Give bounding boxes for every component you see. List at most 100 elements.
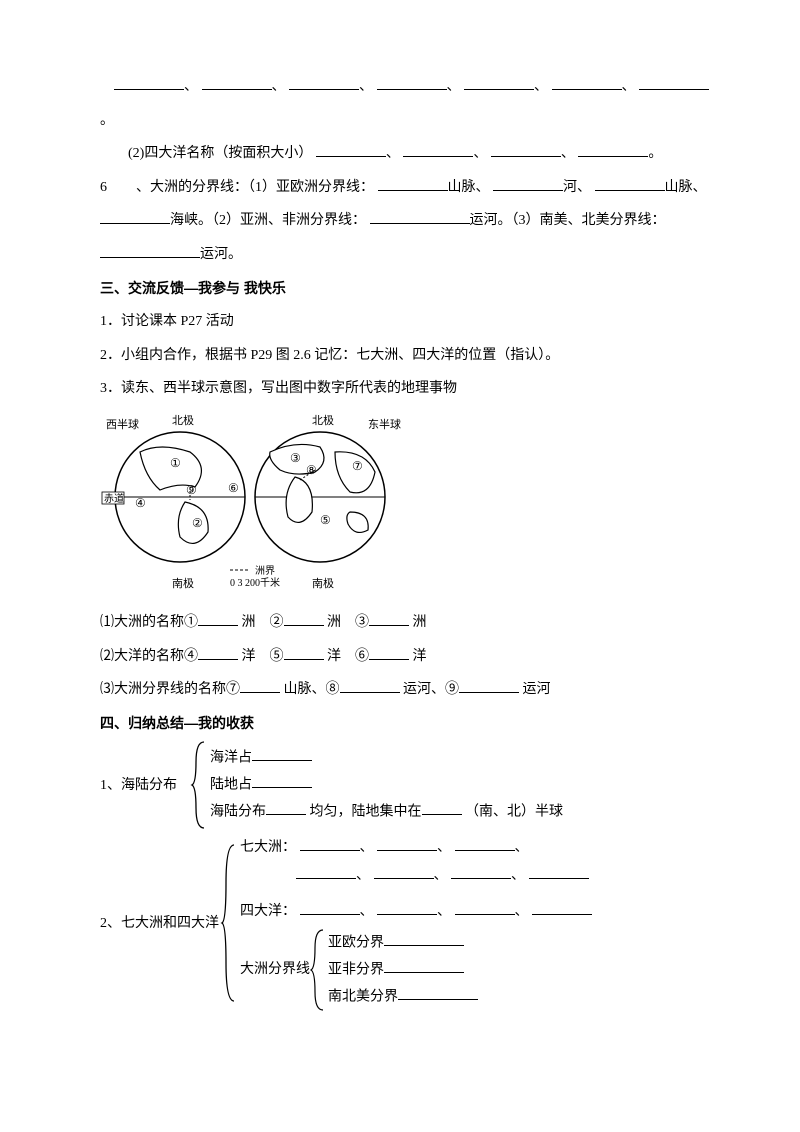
svg-text:⑨: ⑨ [186,483,197,497]
blank[interactable] [384,957,464,973]
text: 亚非分界 [328,962,384,977]
text: 海洋占 [210,750,252,765]
text: 南北美分界 [328,989,398,1004]
svg-text:⑥: ⑥ [228,481,239,495]
svg-text:③: ③ [290,451,301,465]
section3-line1: 1．讨论课本 P27 活动 [100,305,715,339]
oceans-line: (2)四大洋名称（按面积大小） 、 、 、 。 [100,137,715,171]
text: ⑶大洲分界线的名称⑦ [100,682,240,697]
blank[interactable] [369,610,409,626]
label-equator: 赤道 [104,492,124,505]
blank[interactable] [240,677,280,693]
text: 山脉、 [448,180,490,195]
text: 6 [100,180,107,195]
blank[interactable] [198,643,238,659]
text: 洋 ⑤ [242,649,284,664]
brace-icon [310,928,328,1012]
blank[interactable] [266,799,306,815]
label-south: 南极 [172,576,194,590]
blank[interactable] [114,74,184,90]
text: 海峡。（2）亚洲、非洲分界线： [170,213,366,228]
text: 。 [100,113,114,128]
blank[interactable] [252,772,312,788]
boundaries-paragraph: 6 、大洲的分界线：（1）亚欧洲分界线： 山脉、 河、 山脉、 海峡。（2）亚洲… [100,171,715,272]
text: 山脉、 [665,180,707,195]
label-east: 东半球 [368,417,401,431]
svg-text:①: ① [170,456,181,470]
top-blanks-line: 、 、 、 、 、 、 。 [100,70,715,137]
blank[interactable] [300,899,360,915]
blank[interactable] [378,174,448,190]
blank[interactable] [422,799,462,815]
blank[interactable] [451,863,511,879]
blank[interactable] [316,141,386,157]
blank[interactable] [252,745,312,761]
svg-text:洲界: 洲界 [255,565,275,577]
text: 陆地占 [210,777,252,792]
blank[interactable] [284,643,324,659]
text: 、大洲的分界线：（1）亚欧洲分界线： [136,180,374,195]
blank[interactable] [284,610,324,626]
text: 运河 [523,682,551,697]
blank[interactable] [532,899,592,915]
blank[interactable] [398,984,478,1000]
q3-line: ⑶大洲分界线的名称⑦ 山脉、⑧ 运河、⑨ 运河 [100,673,715,707]
blank[interactable] [202,74,272,90]
blank[interactable] [529,863,589,879]
q2-line: ⑵大洋的名称④ 洋 ⑤ 洋 ⑥ 洋 [100,640,715,674]
blank[interactable] [491,141,561,157]
blank[interactable] [370,208,470,224]
text: 山脉、⑧ [284,682,340,697]
blank[interactable] [639,74,709,90]
section3-line2: 2．小组内合作，根据书 P29 图 2.6 记忆：七大洲、四大洋的位置（指认）。 [100,339,715,373]
label-west: 西半球 [106,417,139,431]
blank[interactable] [578,141,648,157]
blank[interactable] [198,610,238,626]
text: 四大洋： [240,904,296,919]
text: 洋 ⑥ [327,649,369,664]
blank[interactable] [100,242,200,258]
text: 均匀，陆地集中在 [310,804,422,819]
text: 洲 ② [242,615,284,630]
blank[interactable] [340,677,400,693]
summary-item1: 1、海陆分布 海洋占 陆地占 海陆分布 均匀，陆地集中在 （南、北）半球 [100,740,715,830]
blank[interactable] [100,208,170,224]
blank[interactable] [455,835,515,851]
blank[interactable] [289,74,359,90]
svg-text:⑧: ⑧ [306,463,317,477]
blank[interactable] [300,835,360,851]
blank[interactable] [377,899,437,915]
label: 2、七大洲和四大洋 [100,907,220,941]
blank[interactable] [296,863,356,879]
hemisphere-map: 西半球 东半球 北极 北极 南极 南极 赤道 ① ② ③ ④ ⑤ ⑥ ⑦ ⑧ ⑨… [100,412,715,602]
blank[interactable] [552,74,622,90]
text: ⑵大洋的名称④ [100,649,198,664]
blank[interactable] [455,899,515,915]
text: 河、 [563,180,591,195]
blank[interactable] [403,141,473,157]
label: 1、海陆分布 [100,769,190,803]
summary-item2: 2、七大洲和四大洋 七大洲： 、 、 、 、 、 、 四大洋： 、 、 、 大洲… [100,834,715,1012]
blank[interactable] [595,174,665,190]
text: 洲 [413,615,427,630]
q1-line: ⑴大洲的名称① 洲 ② 洲 ③ 洲 [100,606,715,640]
label-south2: 南极 [312,576,334,590]
blank[interactable] [493,174,563,190]
brace-icon [190,740,210,830]
blank[interactable] [464,74,534,90]
text: 海陆分布 [210,804,266,819]
blank[interactable] [459,677,519,693]
text: 。 [648,146,662,161]
blank[interactable] [374,863,434,879]
text: (2)四大洋名称（按面积大小） [128,146,312,161]
text: （南、北）半球 [465,804,563,819]
section4-title: 四、归纳总结—我的收获 [100,707,715,741]
label-north: 北极 [172,413,194,427]
text: 洋 [413,649,427,664]
svg-text:⑦: ⑦ [352,459,363,473]
blank[interactable] [377,74,447,90]
blank[interactable] [384,930,464,946]
text: 七大洲： [240,840,296,855]
blank[interactable] [369,643,409,659]
blank[interactable] [377,835,437,851]
